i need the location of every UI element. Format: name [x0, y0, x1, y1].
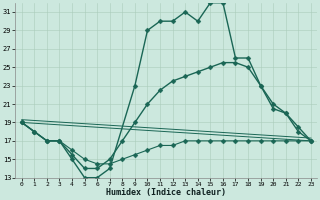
X-axis label: Humidex (Indice chaleur): Humidex (Indice chaleur)	[106, 188, 226, 197]
